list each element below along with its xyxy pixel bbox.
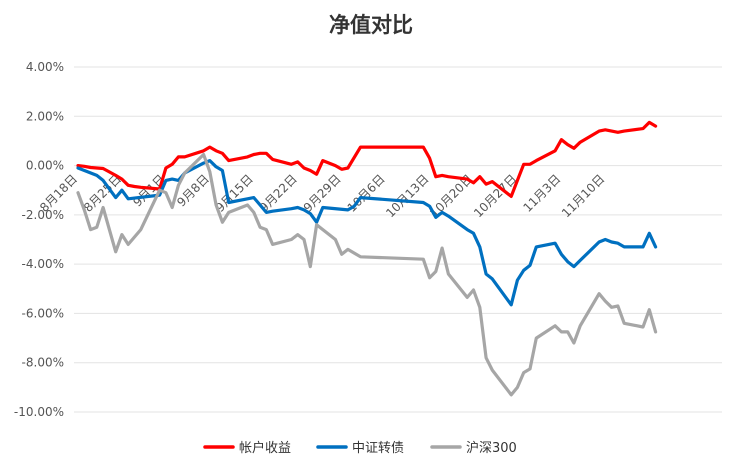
legend: 帐户收益 中证转债 沪深300 <box>203 440 517 456</box>
x-tick-label: 10月13日 <box>383 172 431 220</box>
y-tick-label: -6.00% <box>22 306 64 320</box>
y-tick-label: 0.00% <box>26 159 64 173</box>
gridlines <box>74 66 722 413</box>
y-tick-label: -10.00% <box>14 405 64 419</box>
y-tick-label: 2.00% <box>26 109 64 123</box>
series-lines <box>76 120 658 397</box>
y-axis-ticks: 4.00% 2.00% 0.00% -2.00% -4.00% -6.00% -8.00% -… <box>14 60 64 419</box>
series-line-3 <box>76 152 658 397</box>
chart-title: 净值对比 <box>329 12 413 37</box>
y-tick-label: -4.00% <box>22 257 64 271</box>
x-tick-label: 11月10日 <box>559 172 607 220</box>
x-tick-label: 11月3日 <box>520 172 563 215</box>
legend-label: 帐户收益 <box>239 440 291 456</box>
legend-label: 中证转债 <box>352 441 404 456</box>
y-tick-label: -2.00% <box>22 208 64 222</box>
series-line-1 <box>76 120 658 198</box>
legend-label: 沪深300 <box>466 440 517 456</box>
y-tick-label: -8.00% <box>22 356 64 370</box>
y-tick-label: 4.00% <box>26 60 64 74</box>
